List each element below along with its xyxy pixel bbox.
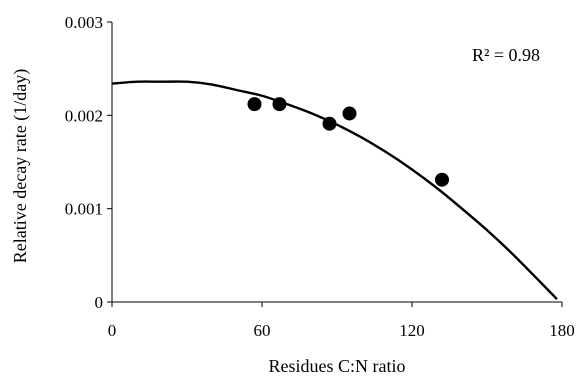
y-tick-label: 0 [95,293,104,312]
data-point [342,106,357,121]
x-tick-label: 120 [399,321,425,340]
r-squared-annotation: R² = 0.98 [472,45,540,65]
data-point [322,116,337,131]
y-axis-title: Relative decay rate (1/day) [10,69,31,263]
data-point [435,172,449,187]
y-tick-label: 0.002 [65,106,103,125]
x-tick-label: 0 [108,321,117,340]
data-point [272,97,287,112]
y-tick-label: 0.001 [65,200,103,219]
x-axis-title: Residues C:N ratio [269,356,406,376]
fitted-curve-line [111,80,558,301]
x-tick-label: 60 [254,321,271,340]
x-tick-label: 180 [549,321,575,340]
y-tick-label: 0.003 [65,13,103,32]
data-point [247,97,262,112]
